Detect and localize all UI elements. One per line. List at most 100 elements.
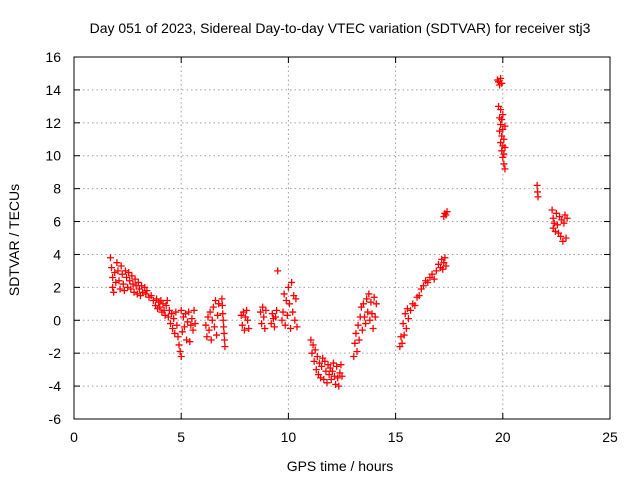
data-point-plus-marker [404,315,412,323]
data-point-plus-marker [424,278,432,286]
data-point-plus-marker [398,339,406,347]
data-point-plus-marker [499,153,507,161]
y-tick-label: 6 [53,214,61,230]
data-point-plus-marker [353,348,361,356]
grid-lines [74,57,610,419]
data-point-plus-marker [559,237,567,245]
data-point-plus-marker [181,310,189,318]
data-point-plus-marker [219,310,227,318]
data-point-plus-marker [116,285,124,293]
data-point-plus-marker [329,359,337,367]
data-point-plus-marker [498,116,506,124]
data-point-plus-marker [142,290,150,298]
data-point-plus-marker [443,208,451,216]
data-point-plus-marker [284,283,292,291]
data-point-plus-marker [500,150,508,158]
data-point-plus-marker [370,293,378,301]
data-point-plus-marker [372,300,380,308]
data-point-plus-marker [221,343,229,351]
data-point-plus-marker [281,321,289,329]
data-point-plus-marker [243,306,251,314]
data-point-plus-marker [210,323,218,331]
data-point-plus-marker [285,300,293,308]
y-tick-label: 12 [45,115,61,131]
x-tick-label: 10 [281,429,297,445]
data-point-plus-marker [257,308,265,316]
data-point-plus-marker [106,254,114,262]
data-point-plus-marker [354,321,362,329]
data-point-plus-marker [291,316,299,324]
data-point-plus-marker [280,290,288,298]
data-point-plus-marker [501,122,509,130]
data-point-plus-marker [123,273,131,281]
data-point-plus-marker [411,301,419,309]
data-point-plus-marker [260,313,268,321]
data-point-plus-marker [162,301,170,309]
y-tick-label: 4 [53,246,61,262]
data-point-plus-marker [258,320,266,328]
data-point-plus-marker [238,321,246,329]
data-point-plus-marker [173,321,181,329]
data-point-plus-marker [110,288,118,296]
data-point-plus-marker [185,308,193,316]
data-point-plus-marker [430,275,438,283]
data-point-plus-marker [138,282,146,290]
data-point-plus-marker [307,336,315,344]
data-point-plus-marker [220,329,228,337]
data-point-plus-marker [553,221,561,229]
data-point-plus-marker [172,308,180,316]
data-point-plus-marker [124,283,132,291]
data-point-plus-marker [169,325,177,332]
data-point-plus-marker [327,376,335,384]
data-point-plus-marker [177,352,185,360]
data-point-plus-marker [278,316,286,324]
data-point-plus-marker [147,292,155,300]
data-point-plus-marker [189,326,197,334]
data-point-plus-marker [407,306,415,314]
data-point-plus-marker [171,329,179,337]
data-point-plus-marker [239,308,247,316]
data-point-plus-marker [500,135,508,143]
data-point-plus-marker [549,214,557,222]
data-point-plus-marker [109,283,117,291]
data-point-plus-marker [415,292,423,300]
data-point-plus-marker [328,367,336,375]
data-point-plus-marker [118,270,126,278]
data-point-plus-marker [333,362,341,370]
data-point-plus-marker [560,219,568,227]
y-tick-label: -2 [49,345,62,361]
data-point-plus-marker [187,321,195,329]
chart-title: Day 051 of 2023, Sidereal Day-to-day VTE… [90,20,591,36]
data-point-plus-marker [214,311,222,319]
data-point-plus-marker [283,311,291,319]
data-point-plus-marker [352,329,360,337]
data-point-plus-marker [371,313,379,321]
data-point-plus-marker [442,262,450,270]
data-point-plus-marker [218,301,226,309]
data-point-plus-marker [330,372,338,380]
data-point-plus-marker [168,310,176,318]
data-point-plus-marker [139,288,147,296]
data-point-plus-marker [240,326,248,334]
data-point-plus-marker [272,313,280,321]
data-point-plus-marker [178,328,186,336]
data-point-plus-marker [205,326,213,334]
data-point-plus-marker [206,308,214,316]
data-point-plus-marker [403,305,411,313]
data-point-plus-marker [363,295,371,303]
data-point-plus-marker [498,79,506,87]
data-point-plus-marker [114,267,122,275]
data-point-plus-marker [212,297,220,305]
data-point-plus-marker [115,277,123,285]
data-point-plus-marker [190,306,198,314]
data-point-plus-marker [180,323,188,331]
data-point-plus-marker [501,165,509,173]
data-point-plus-marker [273,306,281,314]
data-point-plus-marker [170,315,178,323]
data-point-plus-marker [310,357,318,365]
data-point-plus-marker [550,219,558,227]
data-point-plus-marker [164,313,172,321]
data-point-plus-marker [268,310,276,318]
data-point-plus-marker [419,282,427,290]
data-point-plus-marker [130,288,138,296]
